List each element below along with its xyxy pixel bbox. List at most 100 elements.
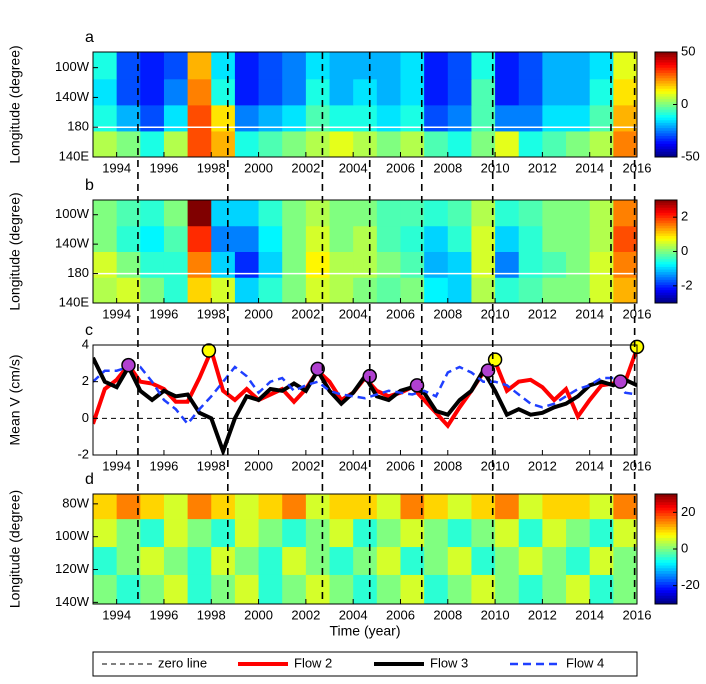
heat-cell [116,52,141,80]
heat-cell [258,494,283,520]
colorbar-step [655,538,677,542]
x-tick-label: 2012 [528,306,557,321]
heat-cell [424,277,449,303]
y-tick-label: -2 [77,446,89,461]
plot-area [93,200,637,303]
x-tick-label: 2010 [481,160,510,175]
colorbar-step [655,510,677,514]
x-tick-label: 1994 [102,306,131,321]
heat-cell [282,225,307,252]
y-tick-label: 180 [67,265,89,280]
heat-cell [424,574,449,604]
colorbar-step [655,205,677,209]
colorbar-step [655,228,677,232]
heat-cell [518,494,543,520]
heat-cell [566,277,591,303]
colorbar-step [655,101,677,105]
colorbar-label: 50 [681,43,695,58]
heat-cell [258,518,283,548]
heat-cell [305,277,331,303]
colorbar-step [655,143,677,147]
heat-cell [376,546,401,575]
heat-cell [187,574,212,604]
colorbar-step [655,527,677,531]
colorbar-step [655,96,677,100]
heat-cell [163,277,189,303]
heat-cell [471,494,496,520]
heat-cell [613,574,637,604]
heat-cell [211,494,236,520]
heat-cell [471,52,496,80]
heat-cell [282,574,307,604]
heat-cell [495,130,520,157]
heat-cell [613,78,637,106]
colorbar-step [655,220,677,224]
heat-cell [305,225,331,252]
heat-cell [566,130,591,157]
colorbar-step [655,59,677,63]
heat-cell [518,130,543,157]
x-tick-label: 2006 [386,458,415,473]
colorbar-step [655,80,677,84]
x-tick-label: 2012 [528,160,557,175]
heat-cell [589,277,614,303]
heat-cell [613,546,637,575]
heat-cell [542,225,567,252]
heat-cell [495,574,520,604]
heat-cell [305,52,331,80]
colorbar-step [655,297,677,301]
heat-cell [211,130,236,157]
heat-cell [282,518,307,548]
heat-cell [447,277,472,303]
colorbar-step [655,499,677,503]
colorbar-step [655,99,677,103]
heat-cell [353,277,378,303]
y-tick-label: 140W [55,89,90,104]
colorbar-step [655,562,677,566]
x-tick-label: 1996 [149,306,178,321]
heat-cell [234,130,260,157]
heat-cell [424,225,449,252]
heat-cell [163,200,189,227]
heat-cell [400,78,425,106]
y-tick-label: 140W [55,236,90,251]
colorbar-step [655,284,677,289]
colorbar-step [655,223,677,227]
heat-cell [542,494,567,520]
x-tick-label: 1996 [149,458,178,473]
colorbar-label: 0 [681,96,688,111]
heat-cell [353,574,378,604]
heat-cell [400,200,425,227]
colorbar-step [655,210,677,214]
heat-cell [495,200,520,227]
x-tick-label: 2004 [339,306,368,321]
colorbar-step [655,54,677,58]
heat-cell [495,78,520,106]
heat-cell [140,574,165,604]
heat-cell [163,130,189,157]
heat-cell [234,277,260,303]
heat-cell [518,52,543,80]
heat-cell [234,78,260,106]
heat-cell [518,225,543,252]
colorbar-step [655,264,677,268]
colorbar-step [655,502,677,506]
heat-cell [140,130,165,157]
heat-cell [187,130,212,157]
heat-cell [234,518,260,548]
heat-cell [187,200,212,227]
x-tick-label: 2006 [386,160,415,175]
heat-cell [116,494,141,520]
colorbar-step [655,109,677,113]
x-tick-label: 2002 [291,160,320,175]
heat-cell [566,494,591,520]
heat-cell [566,546,591,575]
x-tick-label: 2010 [481,306,510,321]
heat-cell [329,130,354,157]
heat-cell [495,225,520,252]
heat-cell [163,574,189,604]
heat-cell [282,130,307,157]
heat-cell [282,52,307,80]
heat-cell [542,52,567,80]
colorbar-step [655,266,677,271]
